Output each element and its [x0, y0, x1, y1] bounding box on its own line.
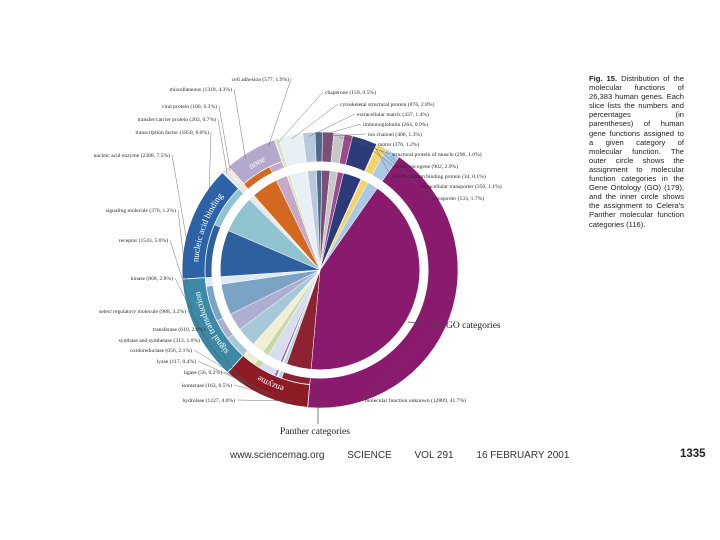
leader-line	[217, 118, 228, 174]
figure-caption: Fig. 15. Distribution of the molecular f…	[589, 74, 684, 229]
footer-journal: SCIENCE	[347, 450, 392, 461]
leader-line	[277, 91, 324, 143]
slice-label: extracellular matrix (437, 1.4%)	[357, 111, 429, 118]
leader-line	[327, 133, 367, 137]
leader-line	[208, 131, 212, 195]
slice-label: molecular function unknown (12809, 41.7%…	[365, 397, 466, 404]
slice-label: immunoglobulin (264, 0.9%)	[363, 121, 428, 128]
slice-label: transcription factor (1850, 6.0%)	[136, 129, 210, 136]
slice-label: viral protein (100, 0.3%)	[162, 103, 218, 110]
page-number: 1335	[680, 448, 706, 460]
footer-volume: VOL 291	[414, 450, 454, 461]
slice-label: transfer/carrier protein (203, 0.7%)	[138, 116, 217, 123]
leader-line	[197, 360, 269, 394]
leader-line	[363, 143, 394, 167]
pie-slice	[307, 156, 459, 409]
slice-label: transferase (610, 2.0%)	[153, 326, 205, 333]
leader-line	[187, 310, 221, 361]
leader-line	[236, 399, 292, 402]
slice-label: signaling molecule (376, 1.2%)	[106, 207, 177, 214]
leader-line	[375, 147, 392, 177]
slice-label: kinase (868, 2.8%)	[131, 275, 173, 282]
slice-label: cell adhesion (577, 1.9%)	[232, 76, 289, 83]
leader-line	[362, 315, 447, 401]
slice-label: isomerase (163, 0.5%)	[182, 382, 232, 389]
leader-line	[347, 138, 391, 155]
slice-label: structural protein of muscle (296, 1.0%)	[392, 151, 482, 158]
slice-label: intracellular transporter (350, 1.1%)	[421, 183, 502, 190]
leader-line	[291, 103, 339, 140]
slice-label: receptor (1543, 5.0%)	[119, 237, 168, 244]
pie-slices	[181, 131, 459, 409]
leader-line	[380, 150, 420, 187]
leader-line	[309, 113, 356, 137]
leader-line	[233, 88, 246, 159]
leader-line	[268, 78, 292, 147]
slice-label: motor (376, 1.2%)	[378, 141, 419, 148]
slice-label: synthase and synthetase (313, 1.0%)	[119, 337, 201, 344]
slice-labels: molecular function unknown (12809, 41.7%…	[94, 76, 502, 404]
leader-line	[169, 239, 193, 310]
slice-label: oxidoreductase (656, 2.1%)	[130, 347, 192, 354]
go-categories-label: GO categories	[446, 321, 501, 331]
ring-separator	[211, 161, 429, 379]
leader-line	[338, 137, 377, 145]
slice-label: ligase (56, 0.2%)	[184, 369, 222, 376]
footer-date: 16 FEBRUARY 2001	[476, 450, 570, 461]
slice-label: select regulatory molecule (988, 3.2%)	[99, 308, 186, 315]
slice-label: chaperone (159, 0.5%)	[325, 89, 376, 96]
slice-label: transporter (533, 1.7%)	[432, 195, 484, 202]
leader-line	[193, 349, 259, 390]
slice-label: select calcium binding protein (34, 0.1%…	[393, 173, 486, 180]
leader-line	[206, 328, 237, 376]
page-footer: www.sciencemag.org SCIENCE VOL 291 16 FE…	[230, 450, 710, 461]
slice-label: cytoskeletal structural protein (876, 2.…	[340, 101, 435, 108]
slice-label: miscellaneous (1318, 4.3%)	[170, 86, 233, 93]
slice-label: ion channel (406, 1.3%)	[368, 131, 422, 138]
leader-lines	[169, 78, 447, 402]
slice-label: lyase (117, 0.4%)	[157, 358, 196, 365]
leader-line	[318, 123, 362, 137]
leader-line	[233, 384, 274, 396]
caption-text: Distribution of the molecular functions …	[589, 74, 684, 229]
footer-url: www.sciencemag.org	[230, 450, 325, 461]
leader-line	[171, 154, 189, 248]
panther-arc	[181, 277, 244, 374]
slice-label: hydrolase (1227, 4.0%)	[182, 397, 235, 404]
panther-categories-label: Panther categories	[280, 427, 350, 437]
leader-line	[390, 156, 431, 199]
panther-arc	[227, 139, 283, 185]
slice-label: proto-oncogene (902, 2.9%)	[395, 163, 458, 170]
leader-line	[177, 209, 187, 285]
panther-inner-ring	[181, 139, 311, 408]
leader-line	[223, 371, 271, 395]
panther-arc	[227, 354, 311, 408]
go-pie-chart: molecular function unknown (12809, 41.7%…	[94, 76, 502, 437]
figure-label: Fig. 15.	[589, 74, 618, 83]
panther-arc	[181, 171, 240, 280]
slice-label: nucleic acid enzyme (2308, 7.5%)	[94, 152, 171, 159]
leader-line	[218, 105, 231, 171]
go-leader-line	[407, 321, 445, 326]
leader-line	[201, 339, 248, 383]
leader-line	[174, 277, 206, 340]
